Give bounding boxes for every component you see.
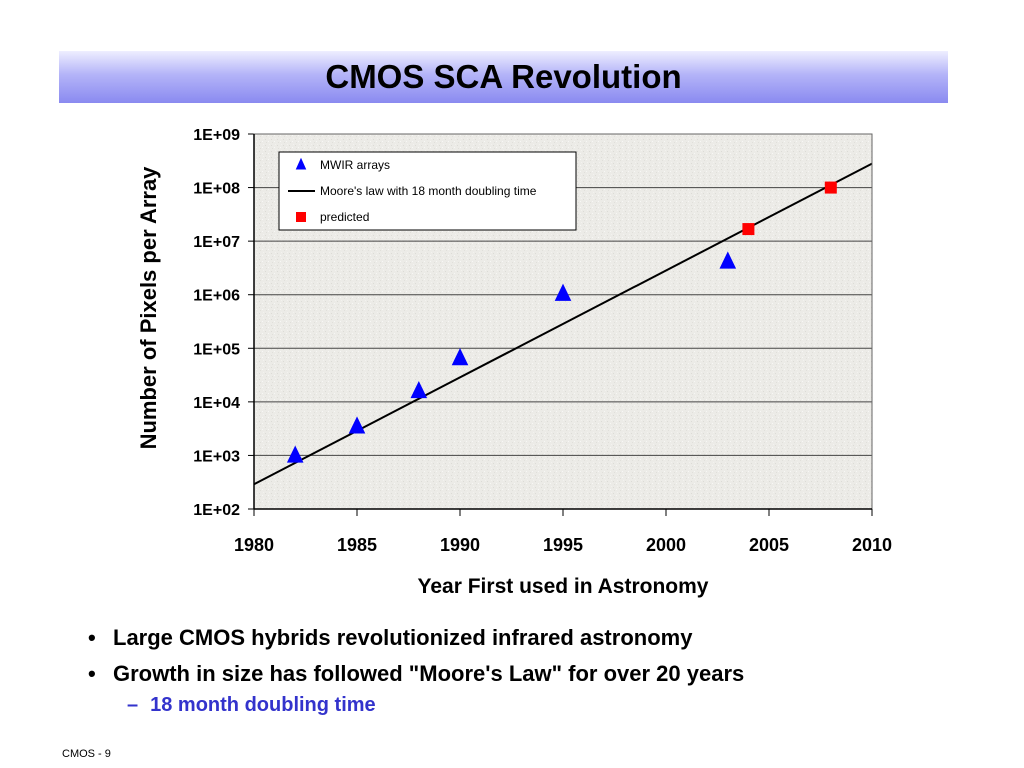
bullet-item: Large CMOS hybrids revolutionized infrar…: [88, 620, 744, 656]
data-point-mwir: [348, 416, 366, 434]
legend-label: Moore's law with 18 month doubling time: [320, 184, 537, 198]
x-tick-label: 1990: [440, 535, 480, 555]
chart: 1E+02 1E+03 1E+04 1E+05 1E+06 1E+07 1E+08 1E+09…: [136, 127, 892, 598]
legend-marker-mwir: [295, 157, 307, 170]
data-point-predicted: [824, 181, 837, 194]
data-point-predicted: [742, 223, 755, 236]
data-point-mwir: [286, 445, 304, 463]
data-point-mwir: [719, 251, 737, 269]
legend-label: predicted: [320, 210, 369, 224]
title-bar: CMOS SCA Revolution: [59, 51, 948, 103]
y-tick-label: 1E+06: [193, 288, 240, 305]
y-tick-label: 1E+05: [193, 341, 240, 358]
bullet-item: Growth in size has followed "Moore's Law…: [88, 656, 744, 692]
x-tick-label: 1980: [234, 535, 274, 555]
legend-marker-predicted: [296, 212, 306, 222]
sub-bullet-text: 18 month doubling time: [150, 694, 376, 716]
y-axis-title: Number of Pixels per Array: [136, 166, 161, 450]
legend-label: MWIR arrays: [320, 158, 390, 172]
y-tick-label: 1E+02: [193, 502, 240, 519]
sub-bullet: –18 month doubling time: [127, 694, 376, 717]
x-axis-title: Year First used in Astronomy: [418, 575, 709, 598]
y-tick-label: 1E+08: [193, 181, 240, 198]
data-point-mwir: [554, 283, 572, 301]
y-tick-label: 1E+04: [193, 395, 240, 412]
y-tick-label: 1E+07: [193, 234, 240, 251]
data-point-mwir: [451, 348, 469, 366]
x-tick-label: 2010: [852, 535, 892, 555]
x-tick-label: 2005: [749, 535, 789, 555]
data-point-mwir: [410, 381, 428, 399]
x-tick-label: 2000: [646, 535, 686, 555]
slide-footer: CMOS - 9: [62, 748, 111, 760]
y-tick-label: 1E+09: [193, 127, 240, 144]
x-tick-label: 1995: [543, 535, 583, 555]
bullet-list: Large CMOS hybrids revolutionized infrar…: [88, 620, 744, 692]
y-tick-label: 1E+03: [193, 448, 240, 465]
x-tick-label: 1985: [337, 535, 377, 555]
slide-title: CMOS SCA Revolution: [325, 58, 682, 95]
legend-box: [278, 151, 577, 231]
dash-glyph: –: [127, 694, 139, 716]
